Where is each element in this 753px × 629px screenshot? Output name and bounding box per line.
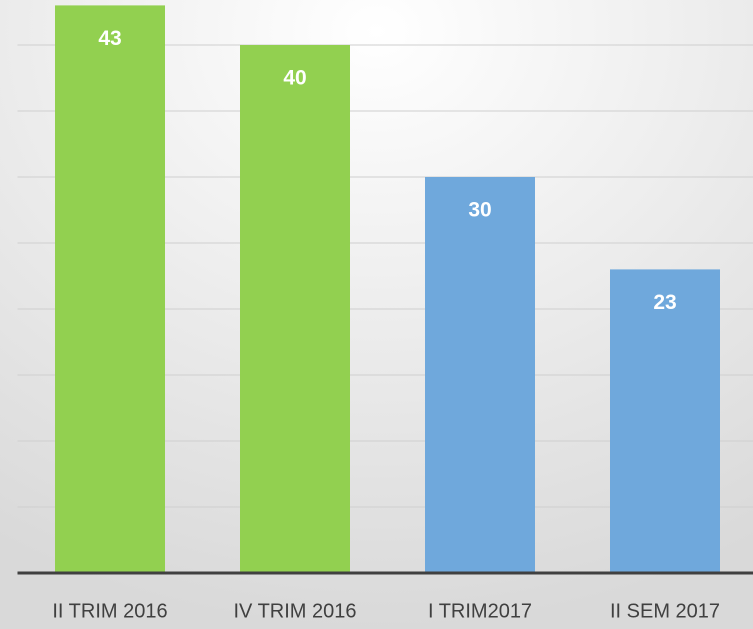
x-tick-label: II TRIM 2016 [52, 600, 167, 622]
data-label: 40 [283, 67, 306, 90]
bar [55, 5, 165, 573]
data-label: 23 [653, 291, 676, 314]
bar [240, 45, 350, 573]
x-tick-label: I TRIM2017 [428, 600, 532, 622]
bar [610, 269, 720, 573]
data-label: 30 [468, 199, 491, 222]
x-tick-label: IV TRIM 2016 [233, 600, 356, 622]
data-label: 43 [98, 27, 121, 50]
bar [425, 177, 535, 573]
x-tick-label: II SEM 2017 [610, 600, 720, 622]
